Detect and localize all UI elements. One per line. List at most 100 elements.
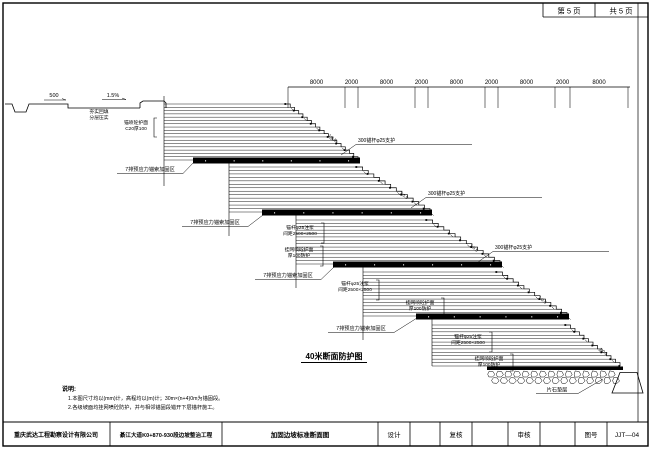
- grade-label: 1.5%: [107, 93, 120, 99]
- berm-bar-speckle: [319, 160, 321, 162]
- annotation-bracket: [441, 297, 445, 319]
- dim-500-label: 500: [49, 93, 58, 99]
- riprap-stone: [543, 377, 552, 384]
- note-line-2: 2.各级坡面均挂网喷砼防护，并与相邻锚固段错开下层锚杆施工。: [68, 403, 218, 411]
- riprap-label-leader: [577, 378, 604, 394]
- anchor-fan-band-1: 1:0.5: [163, 96, 360, 186]
- annotation-bracket: [489, 331, 493, 353]
- bar-label-leader: [320, 266, 335, 280]
- bench-note-1: 夯实回填: [89, 108, 108, 115]
- bar-labels: 7排预应力锚索加固区 7排预应力锚索加固区 7排预应力锚索加固区 7排预应力锚索…: [117, 161, 418, 333]
- berm-bar-speckle: [290, 160, 292, 162]
- note-line-1: 1.本图尺寸均以(mm)计，高程均以(m)计；30m×(n+4)0m为锚固段。: [68, 394, 223, 402]
- riprap-stone: [582, 370, 590, 378]
- riprap-stone: [551, 377, 560, 384]
- anchor-head: [527, 291, 530, 294]
- riprap-stone: [525, 377, 534, 384]
- berm-bar-speckle: [390, 212, 392, 214]
- slope-ratio-label: 1:0.5: [598, 346, 609, 356]
- step-tick: [584, 339, 588, 343]
- anchor-head: [495, 271, 498, 273]
- riprap-stone: [603, 377, 612, 384]
- berm-bar-speckle: [531, 316, 533, 318]
- anchor-head: [516, 284, 519, 287]
- berm-bar-speckle: [453, 316, 455, 318]
- annotation-text: 厚100防护: [288, 252, 311, 259]
- slope-ratio-label: 1:0.5: [327, 133, 338, 143]
- slope-ratio-label: 1:0.5: [469, 243, 480, 253]
- riprap-stone: [599, 370, 607, 378]
- title-block: 重庆武达工程勘察设计有限公司 綦江大道K0+870-930段边坡整治工程 加固边…: [3, 421, 648, 446]
- grade-arrow: [102, 97, 127, 100]
- staircase-edge: [566, 324, 621, 366]
- riprap-stone: [491, 377, 500, 384]
- notes-heading: 说明:: [62, 385, 76, 393]
- step-label-leader: [410, 197, 427, 209]
- riprap-stone: [569, 377, 577, 384]
- berm-bar-speckle: [348, 160, 350, 162]
- anchor-head: [582, 337, 585, 340]
- titleblock-review-label: 审核: [518, 430, 532, 439]
- riprap-label: 片石垫层: [547, 386, 568, 394]
- berm-bar-speckle: [461, 264, 463, 266]
- step-tick: [380, 181, 384, 185]
- riprap-stone: [504, 370, 513, 378]
- anchor-head: [292, 109, 295, 112]
- dimension-value: 2000: [415, 80, 429, 86]
- anchor-head: [564, 324, 567, 326]
- anchor-head: [459, 239, 461, 242]
- annotation-text: 厚100防护: [478, 361, 501, 368]
- titleblock-drawing-title: 加固边坡标准断面图: [270, 430, 330, 439]
- bar-label-1: 7排预应力锚索加固区: [125, 165, 175, 173]
- dim-500-arrow: [44, 98, 67, 101]
- anchor-head: [355, 166, 358, 168]
- riprap-stone: [517, 377, 526, 384]
- slope-ratio-label: 1:0.5: [399, 190, 410, 200]
- annotation-text: 间距2500×2500: [451, 339, 485, 346]
- annotation-bracket: [376, 279, 380, 301]
- bar-label-2: 7排预应力锚索加固区: [190, 218, 240, 226]
- anchor-fan-band-3: 1:0.5: [295, 213, 504, 288]
- anchor-head: [422, 207, 425, 210]
- step-anchor-labels: 300锚杆φ25支护 300锚杆φ25支护 300锚杆φ25支护: [340, 137, 609, 263]
- anchor-head: [400, 193, 403, 196]
- annotation-bracket: [320, 245, 324, 267]
- berm-bar: [333, 261, 502, 268]
- berm-bar-speckle: [505, 316, 507, 318]
- riprap-stone: [522, 370, 530, 378]
- bar-label-leader: [182, 161, 195, 174]
- riprap-stone: [530, 370, 539, 378]
- anchor-head: [343, 149, 346, 152]
- page-number-boxes: 第 5 页 共 5 页: [542, 3, 648, 18]
- crest-curb: [139, 100, 167, 108]
- bar-label-3: 7排预应力锚索加固区: [263, 271, 313, 279]
- staircase-edge: [497, 271, 568, 316]
- step-tick: [363, 171, 367, 175]
- shotcrete-bracket: [153, 117, 157, 138]
- berm-bar-speckle: [432, 264, 434, 266]
- step-anchor-label-1: 300锚杆φ25支护: [358, 137, 395, 144]
- berm-bar-speckle: [420, 212, 422, 214]
- step-tick: [611, 359, 615, 363]
- riprap-stone: [499, 377, 509, 384]
- anchor-head: [284, 103, 287, 105]
- annotation-text: 锚杆φ25注浆: [454, 333, 482, 340]
- dimension-value: 8000: [592, 80, 606, 86]
- berm-bar-speckle: [233, 160, 235, 162]
- step-label-leader: [340, 144, 357, 156]
- berm-bar: [416, 313, 569, 320]
- annotation-bracket: [510, 353, 514, 372]
- ground-profile: [5, 100, 167, 113]
- berm-bar-speckle: [262, 160, 264, 162]
- riprap-stone: [513, 370, 521, 378]
- anchor-head: [389, 186, 391, 189]
- titleblock-fig-no: JJT—04: [615, 432, 640, 439]
- anchor-head: [591, 344, 594, 347]
- dimension-value: 8000: [520, 80, 534, 86]
- step-anchor-label-3: 300锚杆φ25支护: [495, 244, 532, 251]
- riprap-stone: [539, 370, 547, 378]
- anchor-head: [492, 259, 495, 262]
- bench-note-2: 分层压实: [89, 114, 108, 121]
- anchor-head: [573, 330, 576, 333]
- anchor-head: [618, 365, 621, 367]
